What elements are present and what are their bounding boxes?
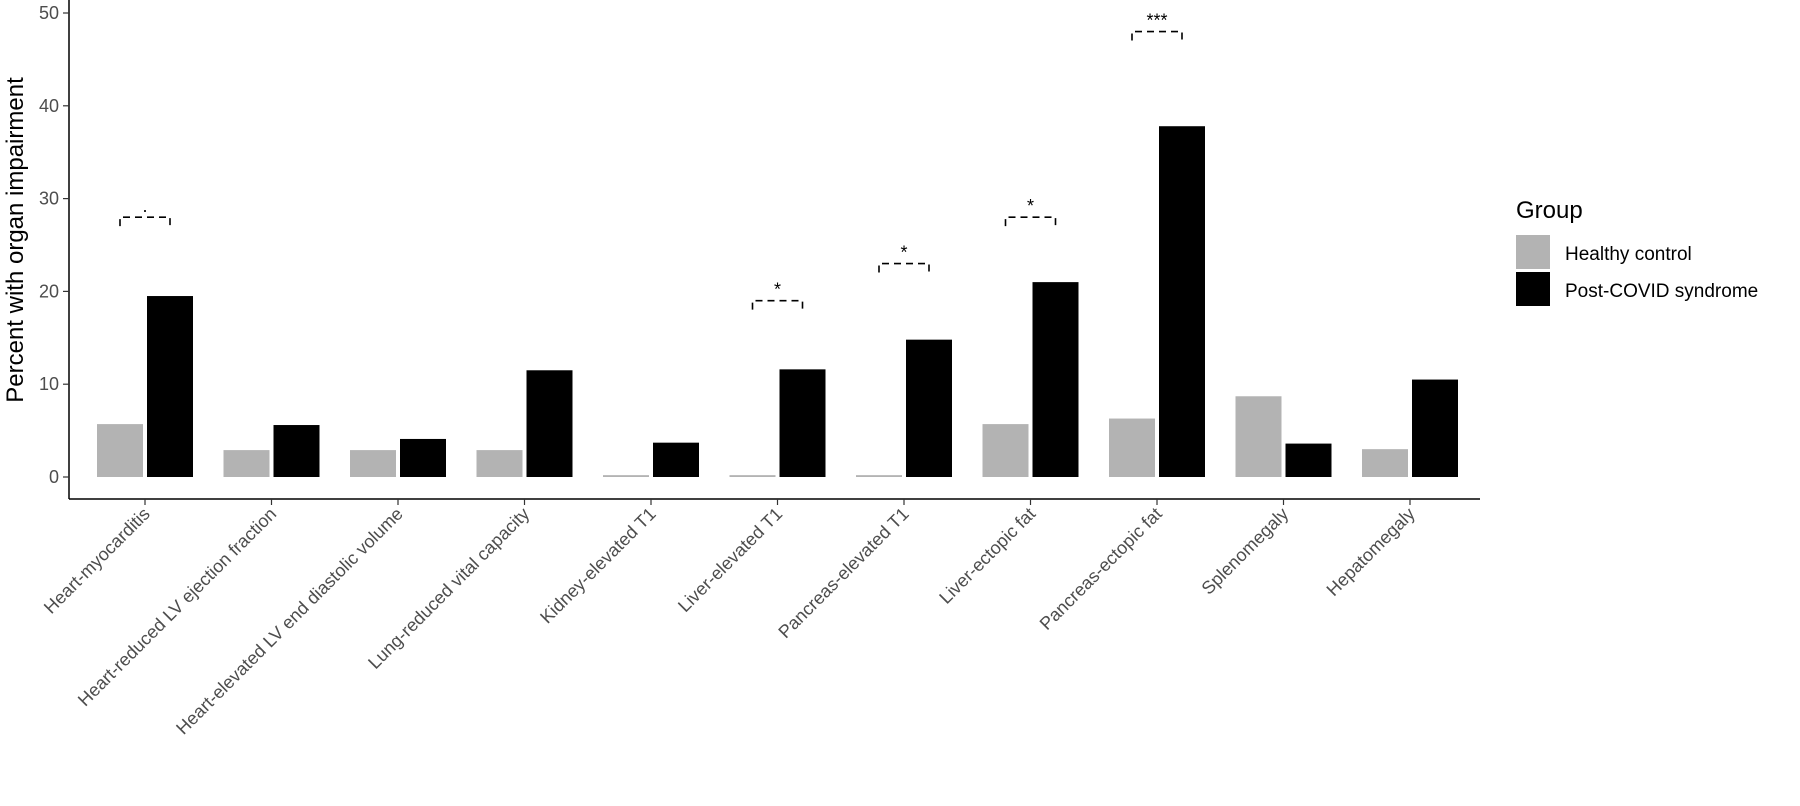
significance-layer: .****** <box>119 11 1183 310</box>
bar-healthy-control-pancreas-elevated-t1 <box>856 475 902 477</box>
bar-healthy-control-hepatomegaly <box>1362 449 1408 477</box>
bar-post-covid-syndrome-kidney-elevated-t1 <box>653 442 699 477</box>
bar-post-covid-syndrome-heart-myocarditis <box>147 296 193 477</box>
significance-label-liver-elevated-t1: * <box>774 280 781 300</box>
bar-post-covid-syndrome-liver-elevated-t1 <box>779 369 826 477</box>
significance-label-pancreas-ectopic-fat: *** <box>1146 11 1167 31</box>
y-ticks-layer: 0 10 20 30 40 50 <box>39 3 69 487</box>
y-tick-label-10: 10 <box>39 374 59 394</box>
significance-bracket-pancreas-ectopic-fat <box>1131 30 1183 41</box>
axes-layer <box>68 0 1480 500</box>
x-tick-label-pancreas-ectopic-fat: Pancreas-ectopic fat <box>1036 504 1166 634</box>
y-tick-label-20: 20 <box>39 281 59 301</box>
legend-swatch-healthy-control <box>1516 235 1550 269</box>
bar-post-covid-syndrome-pancreas-elevated-t1 <box>906 339 952 477</box>
bar-healthy-control-liver-elevated-t1 <box>729 475 776 477</box>
y-tick-label-50: 50 <box>39 3 59 23</box>
x-tick-label-hepatomegaly: Hepatomegaly <box>1323 504 1419 600</box>
significance-label-heart-myocarditis: . <box>142 196 147 216</box>
bar-post-covid-syndrome-lung-reduced-vital-capacity <box>526 370 573 477</box>
x-tick-label-liver-ectopic-fat: Liver-ectopic fat <box>935 504 1039 608</box>
y-tick-label-30: 30 <box>39 189 59 209</box>
bar-healthy-control-lung-reduced-vital-capacity <box>476 450 523 477</box>
bar-post-covid-syndrome-heart-elevated-lv-end-diastolic-volume <box>400 438 446 477</box>
bar-healthy-control-pancreas-ectopic-fat <box>1109 418 1155 477</box>
x-tick-label-splenomegaly: Splenomegaly <box>1198 504 1293 599</box>
bar-post-covid-syndrome-hepatomegaly <box>1412 379 1458 477</box>
x-tick-label-heart-myocarditis: Heart-myocarditis <box>40 504 154 618</box>
y-tick-label-40: 40 <box>39 96 59 116</box>
bar-post-covid-syndrome-splenomegaly <box>1285 443 1332 477</box>
bar-post-covid-syndrome-heart-reduced-lv-ejection-fraction <box>273 425 320 477</box>
bar-post-covid-syndrome-liver-ectopic-fat <box>1032 282 1079 477</box>
x-tick-label-kidney-elevated-t1: Kidney-elevated T1 <box>536 504 660 628</box>
x-tick-label-pancreas-elevated-t1: Pancreas-elevated T1 <box>774 504 912 642</box>
legend: Group Healthy control Post-COVID syndrom… <box>1516 197 1758 306</box>
bar-healthy-control-heart-elevated-lv-end-diastolic-volume <box>350 450 396 477</box>
y-axis-title: Percent with organ impairment <box>2 77 29 403</box>
legend-title: Group <box>1516 197 1583 224</box>
significance-bracket-liver-elevated-t1 <box>751 299 804 310</box>
x-tick-label-liver-elevated-t1: Liver-elevated T1 <box>674 504 786 616</box>
bar-healthy-control-heart-reduced-lv-ejection-fraction <box>223 450 270 477</box>
significance-label-liver-ectopic-fat: * <box>1027 196 1034 216</box>
legend-label-post-covid-syndrome: Post-COVID syndrome <box>1565 281 1758 302</box>
x-tick-label-heart-reduced-lv-ejection-fraction: Heart-reduced LV ejection fraction <box>74 504 280 710</box>
bar-healthy-control-liver-ectopic-fat <box>982 424 1029 477</box>
significance-label-pancreas-elevated-t1: * <box>900 243 907 263</box>
bar-healthy-control-splenomegaly <box>1235 396 1282 477</box>
bar-healthy-control-heart-myocarditis <box>97 424 143 477</box>
y-tick-label-0: 0 <box>49 467 59 487</box>
bar-healthy-control-kidney-elevated-t1 <box>603 475 649 477</box>
bar-post-covid-syndrome-pancreas-ectopic-fat <box>1159 126 1205 477</box>
x-tick-label-heart-elevated-lv-end-diastolic-volume: Heart-elevated LV end diastolic volume <box>172 504 407 739</box>
legend-swatch-post-covid-syndrome <box>1516 272 1550 306</box>
legend-label-healthy-control: Healthy control <box>1565 244 1692 265</box>
significance-bracket-liver-ectopic-fat <box>1004 216 1057 227</box>
significance-bracket-pancreas-elevated-t1 <box>878 262 930 273</box>
significance-bracket-heart-myocarditis <box>119 216 171 227</box>
bars-layer <box>97 126 1458 477</box>
